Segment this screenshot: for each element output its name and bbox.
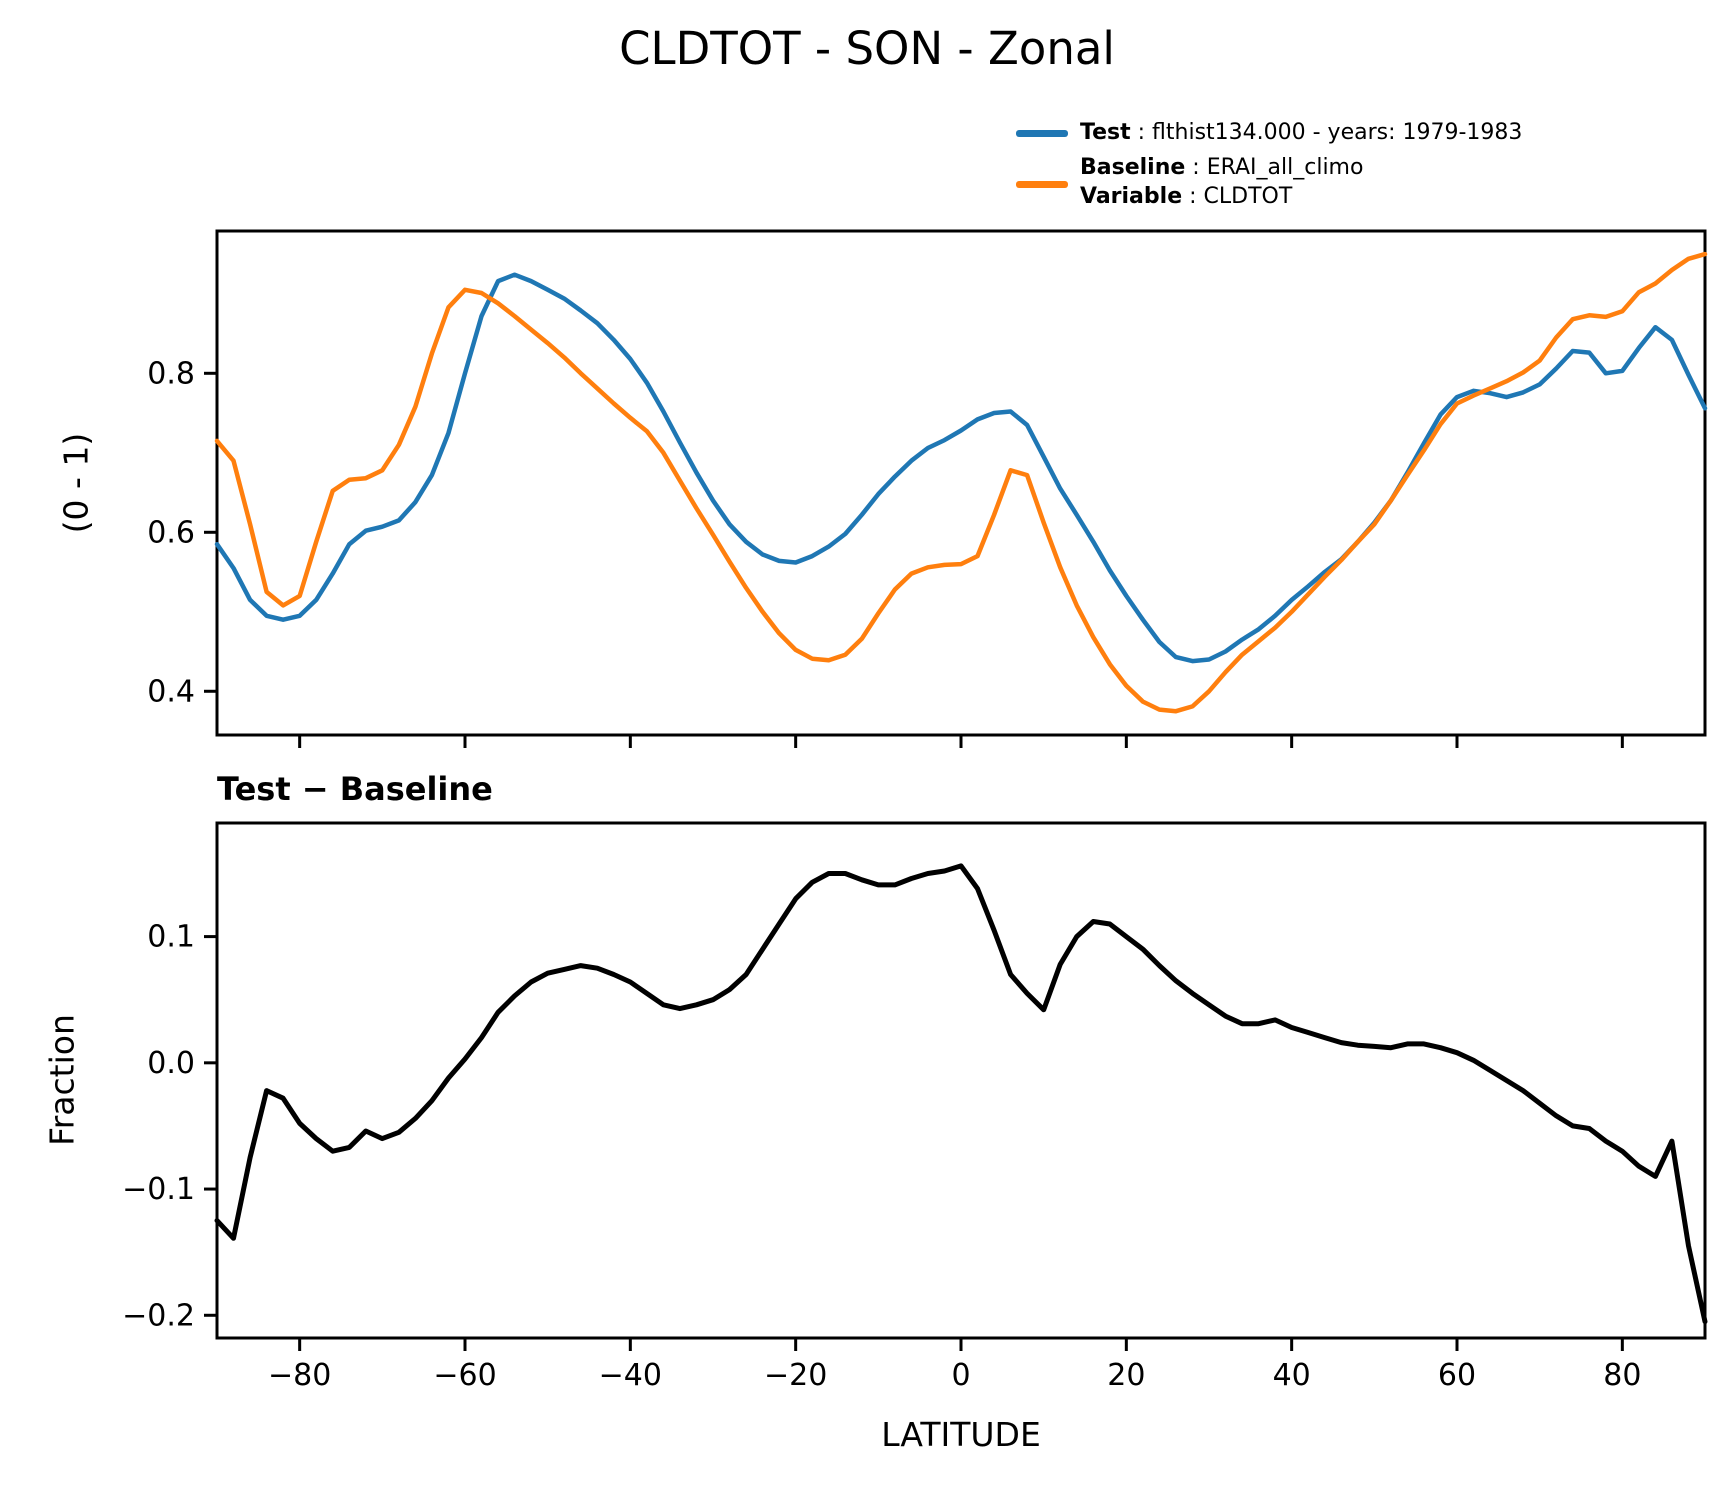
series-test [214, 272, 1708, 664]
x-axis-label: LATITUDE [881, 1415, 1041, 1454]
legend-label-test: Test [1080, 120, 1131, 145]
bottom-panel-ylabel: Fraction [42, 1014, 82, 1146]
top-panel-ytick-label: 0.8 [147, 356, 195, 391]
bottom-panel-ytick-label: 0.1 [147, 920, 195, 955]
bottom-panel-xtick-label: −40 [599, 1358, 662, 1393]
bottom-panel-xtick-label: −20 [764, 1358, 827, 1393]
legend-value-test: : flthist134.000 - years: 1979-1983 [1130, 120, 1523, 145]
bottom-panel-xtick-label: 40 [1273, 1358, 1311, 1393]
series-baseline [214, 251, 1708, 714]
bottom-panel-xtick-label: 0 [951, 1358, 970, 1393]
top-panel-ytick-label: 0.4 [147, 674, 195, 709]
legend-value-baseline: : ERAI_all_climo [1185, 155, 1364, 180]
bottom-panel-xtick-label: 20 [1107, 1358, 1145, 1393]
legend-line-baseline [1016, 181, 1068, 188]
top-panel-frame [215, 229, 1707, 737]
legend-label-baseline: Baseline [1080, 155, 1186, 180]
bottom-panel-ytick-label: −0.1 [122, 1172, 195, 1207]
bottom-panel-frame [215, 821, 1707, 1340]
legend-entry-variable: Variable : CLDTOT [1080, 184, 1292, 209]
legend-entry-baseline: Baseline : ERAI_all_climo [1080, 155, 1363, 180]
difference-panel-title: Test − Baseline [217, 770, 493, 808]
top-panel-ylabel: (0 - 1) [56, 432, 96, 534]
top-panel-ytick-label: 0.6 [147, 515, 195, 550]
bottom-panel-ytick-label: −0.2 [122, 1298, 195, 1333]
legend-line-test [1016, 130, 1068, 137]
bottom-panel-xtick-label: 80 [1603, 1358, 1641, 1393]
legend-value-variable: : CLDTOT [1182, 184, 1293, 209]
figure-title: CLDTOT - SON - Zonal [619, 22, 1115, 75]
bottom-panel-ytick-label: 0.0 [147, 1046, 195, 1081]
legend-label-variable: Variable [1080, 184, 1183, 209]
series-test-−-baseline [214, 863, 1708, 1325]
bottom-panel-xtick-label: 60 [1438, 1358, 1476, 1393]
bottom-panel-xtick-label: −60 [433, 1358, 496, 1393]
legend-entry-test: Test : flthist134.000 - years: 1979-1983 [1080, 120, 1522, 145]
bottom-panel-xtick-label: −80 [268, 1358, 331, 1393]
